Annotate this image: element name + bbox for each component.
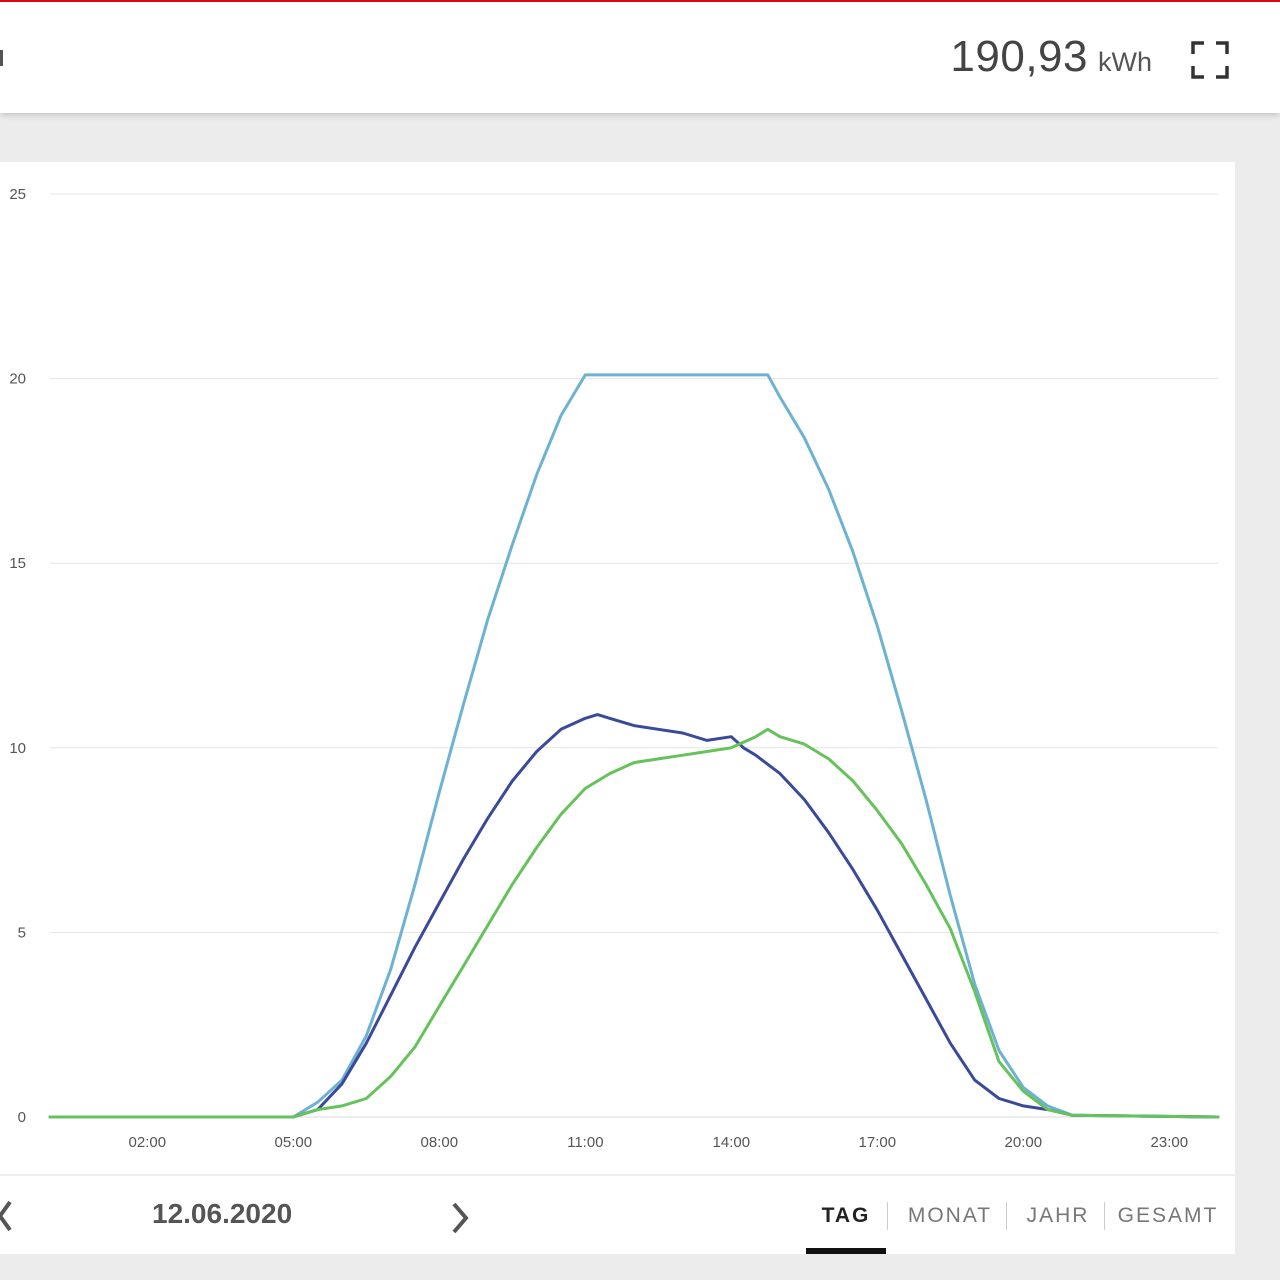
energy-line-chart: 0 5 10 15 20 25 02:00 05:00 08:00 11:00 14:00 17:00… <box>9 186 1220 1151</box>
x-tick-label: 20:00 <box>1005 1134 1043 1151</box>
total-energy-unit: kWh <box>1098 47 1152 77</box>
top-accent-bar <box>0 0 1280 2</box>
header-bar: 190,93 kWh <box>0 2 1280 113</box>
tab-monat[interactable]: MONAT <box>907 1204 993 1227</box>
chevron-left-icon[interactable] <box>0 1198 14 1234</box>
tab-separator <box>1006 1202 1007 1230</box>
tab-separator <box>1104 1202 1105 1230</box>
y-tick-label: 15 <box>9 555 26 572</box>
truncated-header-mark <box>0 50 3 66</box>
x-tick-label: 05:00 <box>275 1134 313 1151</box>
tab-tag[interactable]: TAG <box>806 1198 886 1254</box>
x-tick-label: 14:00 <box>713 1134 751 1151</box>
x-tick-label: 23:00 <box>1151 1134 1189 1151</box>
series-line-1 <box>48 373 1220 1119</box>
y-tick-label: 5 <box>18 924 26 941</box>
chevron-right-icon[interactable] <box>448 1198 476 1234</box>
fullscreen-icon[interactable] <box>1190 40 1230 80</box>
y-tick-label: 0 <box>18 1109 26 1126</box>
x-tick-label: 17:00 <box>859 1134 897 1151</box>
x-tick-label: 11:00 <box>567 1134 603 1151</box>
y-tick-label: 10 <box>9 740 26 757</box>
y-tick-label: 20 <box>9 371 26 388</box>
tab-jahr[interactable]: JAHR <box>1026 1204 1090 1227</box>
chart-panel: 0 5 10 15 20 25 02:00 05:00 08:00 11:00 14:00 17:00… <box>0 162 1235 1254</box>
series-line-2 <box>48 713 1220 1119</box>
tab-gesamt[interactable]: GESAMT <box>1117 1204 1219 1227</box>
x-tick-label: 02:00 <box>129 1134 167 1151</box>
tab-separator <box>887 1202 888 1230</box>
total-energy-value: 190,93 <box>950 32 1088 81</box>
series-line-3 <box>48 727 1220 1119</box>
total-energy: 190,93 kWh <box>950 32 1152 82</box>
selected-date[interactable]: 12.06.2020 <box>152 1198 293 1229</box>
y-tick-label: 25 <box>9 186 26 203</box>
x-tick-label: 08:00 <box>421 1134 459 1151</box>
footer-divider <box>0 1174 1235 1176</box>
